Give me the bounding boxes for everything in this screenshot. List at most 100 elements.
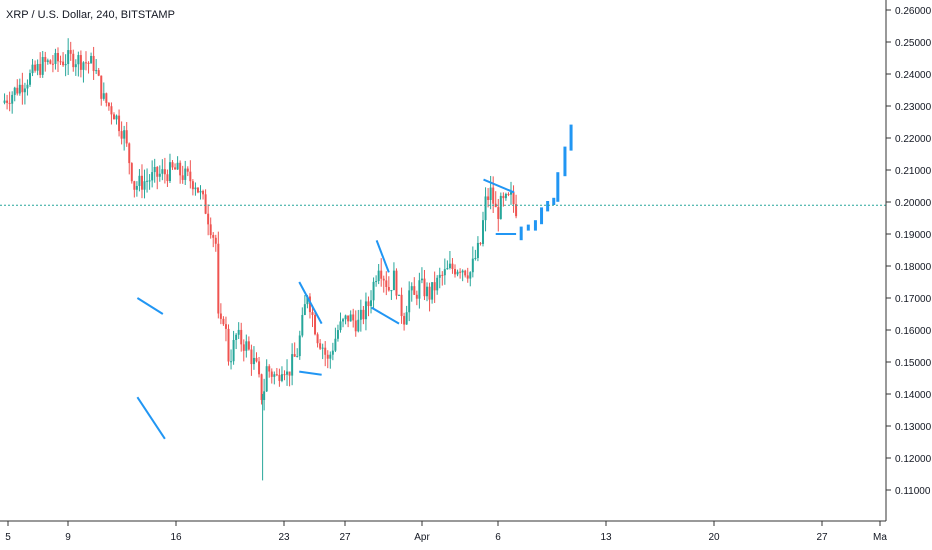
- candle-body: [84, 62, 87, 64]
- candle-body: [107, 102, 110, 107]
- candle-body: [464, 270, 467, 276]
- candle-body: [227, 328, 230, 362]
- candle-body: [301, 314, 304, 336]
- candle-body: [77, 55, 80, 65]
- candle-body: [34, 64, 37, 71]
- candle-body: [217, 243, 220, 314]
- candle-body: [168, 162, 171, 182]
- candle-body: [489, 187, 492, 200]
- candle-body: [135, 185, 138, 190]
- y-tick-label: 0.25000: [895, 38, 932, 49]
- candle-body: [151, 172, 154, 181]
- x-tick-label: 6: [495, 532, 501, 543]
- candle-body: [82, 62, 85, 70]
- candle-body: [321, 347, 324, 349]
- candle-body: [235, 334, 238, 340]
- candle-body: [364, 301, 367, 320]
- candle-body: [499, 195, 502, 219]
- candle-body: [314, 314, 317, 335]
- candle-body: [497, 207, 500, 219]
- candle-body: [23, 88, 26, 93]
- chart-title: XRP / U.S. Dollar, 240, BITSTAMP: [6, 9, 175, 21]
- y-tick-label: 0.24000: [895, 70, 932, 81]
- candle-body: [92, 55, 95, 72]
- candle-body: [308, 296, 311, 313]
- candle-body: [16, 87, 19, 94]
- pattern-line: [136, 297, 164, 315]
- candles-layer: [3, 38, 518, 481]
- candle-body: [212, 235, 215, 238]
- projection-bar: [519, 226, 523, 241]
- y-axis: 0.11000 0.12000 0.13000 0.14000 0.15000 0.160…: [886, 6, 932, 497]
- candle-body: [138, 175, 141, 186]
- y-tick-label: 0.13000: [895, 422, 932, 433]
- candle-body: [476, 242, 479, 258]
- candle-body: [329, 354, 332, 359]
- x-tick-label: 5: [5, 532, 11, 543]
- candle-body: [456, 271, 459, 275]
- candle-body: [255, 357, 258, 362]
- candle-body: [431, 282, 434, 300]
- candle-body: [420, 278, 423, 281]
- x-tick-label: 27: [816, 532, 828, 543]
- candle-body: [161, 169, 164, 174]
- pattern-line: [298, 281, 323, 325]
- candle-body: [418, 280, 421, 299]
- candle-body: [148, 180, 151, 182]
- candle-body: [326, 354, 329, 359]
- candle-body: [387, 286, 390, 291]
- candle-body: [120, 131, 123, 139]
- candle-body: [74, 64, 77, 68]
- candle-body: [331, 350, 334, 355]
- candle-body: [252, 357, 255, 365]
- candle-body: [484, 196, 487, 221]
- candle-body: [181, 175, 184, 180]
- candle-body: [398, 294, 401, 296]
- candle-body: [487, 196, 490, 200]
- candle-body: [502, 195, 505, 199]
- candle-body: [260, 374, 263, 400]
- pattern-line: [299, 370, 322, 376]
- candle-body: [415, 294, 418, 299]
- candle-body: [306, 296, 309, 305]
- projection-bar: [556, 172, 560, 202]
- candle-body: [426, 286, 429, 297]
- candle-body: [128, 143, 131, 164]
- candle-body: [280, 374, 283, 381]
- candle-body: [273, 374, 276, 377]
- candle-body: [79, 55, 82, 70]
- candle-body: [21, 84, 24, 93]
- x-tick-label: 9: [65, 532, 71, 543]
- candle-body: [95, 70, 98, 72]
- candle-body: [176, 162, 179, 170]
- candle-body: [296, 356, 299, 358]
- candle-body: [59, 61, 62, 63]
- candle-body: [153, 166, 156, 173]
- candle-body: [207, 213, 210, 225]
- candle-body: [56, 52, 59, 62]
- candle-body: [443, 269, 446, 276]
- candle-body: [230, 361, 233, 363]
- candle-body: [240, 329, 243, 345]
- candle-body: [189, 171, 192, 182]
- candle-body: [316, 334, 319, 344]
- y-tick-label: 0.22000: [895, 134, 932, 145]
- y-tick-label: 0.16000: [895, 326, 932, 337]
- candle-body: [8, 102, 11, 104]
- candle-body: [344, 315, 347, 320]
- candle-body: [224, 324, 227, 329]
- candle-body: [303, 304, 306, 315]
- candle-body: [166, 174, 169, 182]
- candle-body: [347, 315, 350, 322]
- candle-body: [336, 330, 339, 339]
- candle-body: [459, 271, 462, 273]
- candle-body: [298, 335, 301, 357]
- candle-body: [408, 290, 411, 313]
- candle-body: [515, 204, 518, 217]
- x-axis: 5 9 16 23 27 Apr 6 13 20 27 Ma: [5, 521, 887, 543]
- projection-bar: [526, 224, 530, 231]
- candle-body: [67, 50, 70, 65]
- candle-body: [324, 347, 327, 355]
- candle-body: [13, 87, 16, 95]
